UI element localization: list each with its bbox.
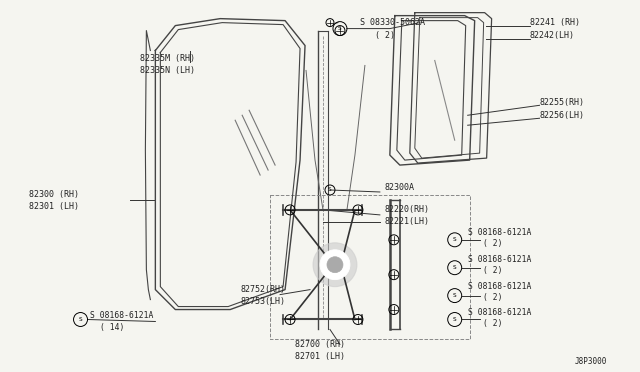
Text: ( 2): ( 2) — [483, 293, 502, 302]
Circle shape — [327, 257, 343, 273]
Text: S 08168-6121A: S 08168-6121A — [90, 311, 154, 320]
Text: S 08168-6121A: S 08168-6121A — [468, 308, 531, 317]
Text: ( 2): ( 2) — [483, 239, 502, 248]
Circle shape — [320, 250, 350, 280]
Text: S 08168-6121A: S 08168-6121A — [468, 255, 531, 264]
Circle shape — [313, 243, 357, 286]
Text: S 08168-6121A: S 08168-6121A — [468, 228, 531, 237]
Text: S: S — [453, 293, 456, 298]
Text: 82700 (RH): 82700 (RH) — [295, 340, 345, 349]
Text: S: S — [338, 26, 342, 31]
Text: 82753(LH): 82753(LH) — [240, 297, 285, 306]
Text: S: S — [453, 237, 456, 242]
Text: 82752(RH): 82752(RH) — [240, 285, 285, 294]
Text: 82335N (LH): 82335N (LH) — [140, 66, 195, 75]
Bar — [270, 195, 470, 339]
Text: S: S — [453, 265, 456, 270]
Text: S: S — [453, 317, 456, 322]
Text: 82335M (RH): 82335M (RH) — [140, 54, 195, 63]
Text: ( 2): ( 2) — [483, 266, 502, 275]
Text: 82301 (LH): 82301 (LH) — [29, 202, 79, 211]
Text: 82221(LH): 82221(LH) — [385, 217, 430, 227]
Text: 82300A: 82300A — [385, 183, 415, 192]
Text: ( 2): ( 2) — [375, 31, 395, 40]
Text: S 08168-6121A: S 08168-6121A — [468, 282, 531, 291]
Text: ( 2): ( 2) — [483, 319, 502, 328]
Text: 82220(RH): 82220(RH) — [385, 205, 430, 214]
Text: J8P3000: J8P3000 — [575, 357, 607, 366]
Text: 82300 (RH): 82300 (RH) — [29, 190, 79, 199]
Text: S: S — [79, 317, 83, 322]
Text: 82241 (RH): 82241 (RH) — [529, 18, 580, 27]
Text: 82256(LH): 82256(LH) — [540, 111, 584, 120]
Text: S 08330-5062A: S 08330-5062A — [360, 18, 425, 27]
Text: 82701 (LH): 82701 (LH) — [295, 352, 345, 361]
Text: ( 14): ( 14) — [100, 323, 125, 332]
Text: S: S — [328, 187, 332, 192]
Text: 82255(RH): 82255(RH) — [540, 98, 584, 107]
Text: 82242(LH): 82242(LH) — [529, 31, 575, 40]
